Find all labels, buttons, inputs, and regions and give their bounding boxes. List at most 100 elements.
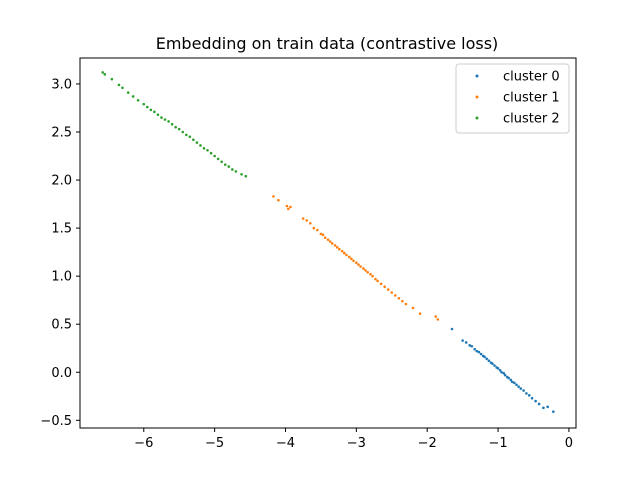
y-tick-label: 0.5 [51,318,72,333]
x-axis: −6 −5 −4 −3 −2 −1 0 [134,428,573,451]
data-point [397,296,401,300]
legend-marker [475,74,479,78]
data-point [530,396,534,400]
legend: cluster 0 cluster 1 cluster 2 [455,63,570,134]
data-point [338,247,341,251]
data-point [319,232,323,236]
data-point [519,387,523,390]
x-tick-label: −3 [347,436,366,451]
x-tick-label: −2 [418,436,437,451]
data-point [177,127,181,131]
legend-marker [475,95,479,99]
y-axis: −0.5 0.0 0.5 1.0 1.5 2.0 2.5 3.0 [40,77,80,429]
data-point [234,170,238,173]
data-point [362,267,365,270]
data-point [343,251,346,255]
data-point [240,172,243,176]
data-point [347,255,351,259]
data-point [146,105,149,109]
data-point [301,217,305,220]
x-tick-label: −5 [205,436,224,451]
data-point [487,359,491,363]
plot-area-frame [79,57,577,429]
data-point [142,102,146,106]
data-point [503,373,507,377]
data-point [517,385,520,388]
data-point [477,350,481,354]
data-point [223,163,227,166]
y-tick-label: 3.0 [51,77,72,92]
data-point [231,168,234,171]
data-point [470,345,474,348]
data-point [485,357,489,361]
data-point [450,327,454,331]
data-point [333,244,337,247]
chart-title: Embedding on train data (contrastive los… [156,34,499,53]
data-point [335,246,339,249]
data-point [509,378,513,382]
data-point [206,148,209,152]
data-point [192,138,195,141]
data-point [522,389,525,392]
data-point [188,135,192,139]
data-point [163,118,167,121]
data-point [493,364,496,367]
data-point [359,265,362,268]
data-point [502,371,506,375]
data-point [411,306,415,310]
data-point [500,370,503,374]
data-point [149,108,153,112]
data-point [321,233,325,237]
data-point [167,120,170,123]
data-point [316,228,319,232]
data-point [525,392,528,395]
data-point [379,282,383,286]
data-point [374,277,377,281]
data-point [202,147,206,150]
data-point [285,204,289,208]
data-point [181,130,185,134]
data-point [386,288,390,291]
data-point [195,141,199,144]
legend-marker [475,116,479,120]
data-point [289,205,292,209]
data-point [330,242,334,245]
data-point [117,83,121,87]
data-point [350,257,353,261]
y-tick-label: 1.0 [51,270,72,285]
data-point [491,362,494,365]
data-points [101,71,555,413]
data-point [537,402,541,406]
data-point [101,71,104,74]
data-point [371,274,374,278]
data-point [418,312,422,315]
data-point [355,261,358,265]
data-point [546,405,549,409]
data-point [308,222,312,225]
data-point [366,271,369,274]
data-point [110,77,114,81]
x-tick-label: −1 [488,436,507,451]
data-point [345,253,348,257]
data-point [220,160,224,164]
data-point [507,376,510,380]
data-point [475,349,479,353]
data-point [369,272,372,276]
data-point [394,294,397,297]
data-point [513,381,516,385]
data-point [199,144,202,147]
data-point [383,285,386,289]
data-point [156,113,160,116]
x-tick-label: −4 [276,436,295,451]
data-point [216,157,220,161]
data-point [534,399,537,403]
data-point [461,339,464,342]
data-point [277,198,280,202]
x-tick-label: −6 [134,436,153,451]
data-point [326,238,330,241]
data-point [401,299,404,303]
data-point [312,226,316,230]
data-point [209,151,213,155]
data-point [527,394,531,397]
